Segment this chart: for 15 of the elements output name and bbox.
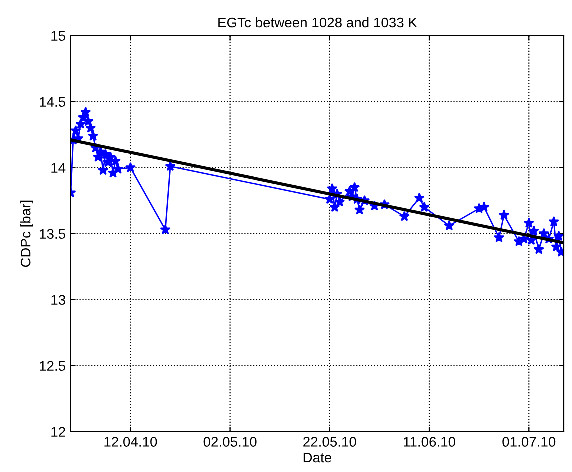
y-tick-label: 14.5 [40,97,66,108]
y-tick-label: 12 [52,427,66,437]
y-tick-label: 14 [52,163,66,173]
y-tick-label: 13 [52,295,66,306]
y-tick-label: 12.5 [40,361,66,372]
y-tick-label: 13.5 [40,229,66,240]
x-tick-label: 11.06.10 [404,437,456,447]
x-tick-label: 02.05.10 [204,437,257,447]
x-tick-label: 12.04.10 [104,437,158,447]
x-tick-label: 22.05.10 [304,437,356,447]
y-axis-title: CDPc [bar] [20,200,34,268]
y-tick-label: 15 [52,31,66,42]
x-tick-label: 01.07.10 [502,437,556,447]
chart-title: EGTc between 1028 and 1033 K [218,17,418,28]
x-axis-title: Date [304,452,332,463]
